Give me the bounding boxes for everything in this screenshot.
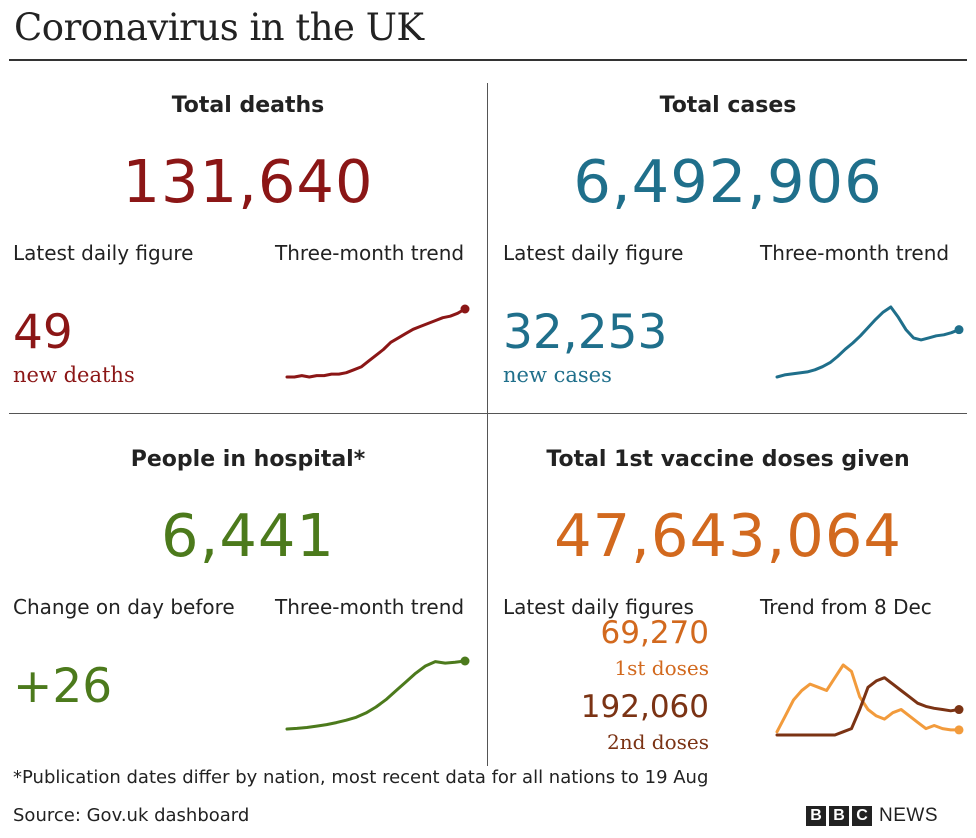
title-divider [9, 59, 967, 61]
hospital-panel: People in hospital* 6,441 Change on day … [9, 427, 487, 781]
vaccine-second-unit: 2nd doses [607, 730, 709, 754]
vaccine-first-dose-end-dot [954, 725, 964, 735]
hospital-change-label: Change on day before [13, 595, 235, 619]
vaccine-heading: Total 1st vaccine doses given [546, 447, 910, 472]
bbc-logo-letter-2: B [829, 806, 849, 826]
vaccine-trend-label: Trend from 8 Dec [760, 595, 932, 619]
footnote: *Publication dates differ by nation, mos… [13, 767, 709, 788]
hospital-trend-line [285, 659, 467, 731]
vaccine-first-value: 69,270 [600, 615, 709, 651]
hospital-trend-chart [285, 656, 470, 731]
source-note: Source: Gov.uk dashboard [13, 805, 250, 826]
vaccine-first-dose-line [775, 663, 961, 734]
deaths-daily-value: 49 [13, 305, 73, 360]
cases-trend-label: Three-month trend [760, 241, 950, 265]
vaccine-latest-label: Latest daily figures [503, 595, 694, 619]
hospital-heading: People in hospital* [130, 447, 366, 472]
cases-trend-chart [775, 305, 964, 379]
vaccine-second-dose-line [775, 676, 961, 737]
cases-heading: Total cases [659, 93, 797, 118]
vaccine-panel: Total 1st vaccine doses given 47,643,064… [489, 427, 967, 781]
bbc-logo-news: NEWS [879, 805, 938, 826]
hospital-trend-end-dot [460, 656, 470, 666]
deaths-trend-chart [285, 304, 470, 379]
deaths-latest-label: Latest daily figure [13, 241, 194, 265]
hospital-trend-label: Three-month trend [275, 595, 465, 619]
horizontal-divider [9, 413, 967, 414]
vaccine-first-unit: 1st doses [614, 656, 709, 680]
cases-latest-label: Latest daily figure [503, 241, 684, 265]
cases-daily-value: 32,253 [503, 305, 668, 360]
cases-daily-unit: new cases [503, 363, 612, 387]
cases-trend-end-dot [954, 325, 964, 335]
vaccine-trend-chart [775, 663, 964, 737]
hospital-total: 6,441 [161, 501, 335, 570]
deaths-trend-line [285, 307, 467, 379]
page-title: Coronavirus in the UK [14, 6, 424, 49]
deaths-trend-end-dot [460, 304, 470, 314]
bbc-news-logo: B B C NEWS [806, 805, 938, 827]
hospital-change-value: +26 [13, 659, 113, 714]
bbc-logo-letter-1: B [806, 806, 826, 826]
deaths-daily-unit: new deaths [13, 363, 135, 387]
cases-panel: Total cases 6,492,906 Latest daily figur… [489, 73, 967, 427]
vertical-divider [487, 83, 488, 766]
cases-trend-line [775, 305, 961, 379]
vaccine-second-dose-end-dot [954, 705, 964, 715]
vaccine-total: 47,643,064 [554, 501, 902, 570]
bbc-logo-letter-3: C [852, 806, 872, 826]
deaths-trend-label: Three-month trend [275, 241, 465, 265]
deaths-panel: Total deaths 131,640 Latest daily figure… [9, 73, 487, 427]
deaths-heading: Total deaths [171, 93, 325, 118]
deaths-total: 131,640 [122, 147, 374, 216]
vaccine-second-value: 192,060 [580, 689, 709, 725]
cases-total: 6,492,906 [573, 147, 883, 216]
